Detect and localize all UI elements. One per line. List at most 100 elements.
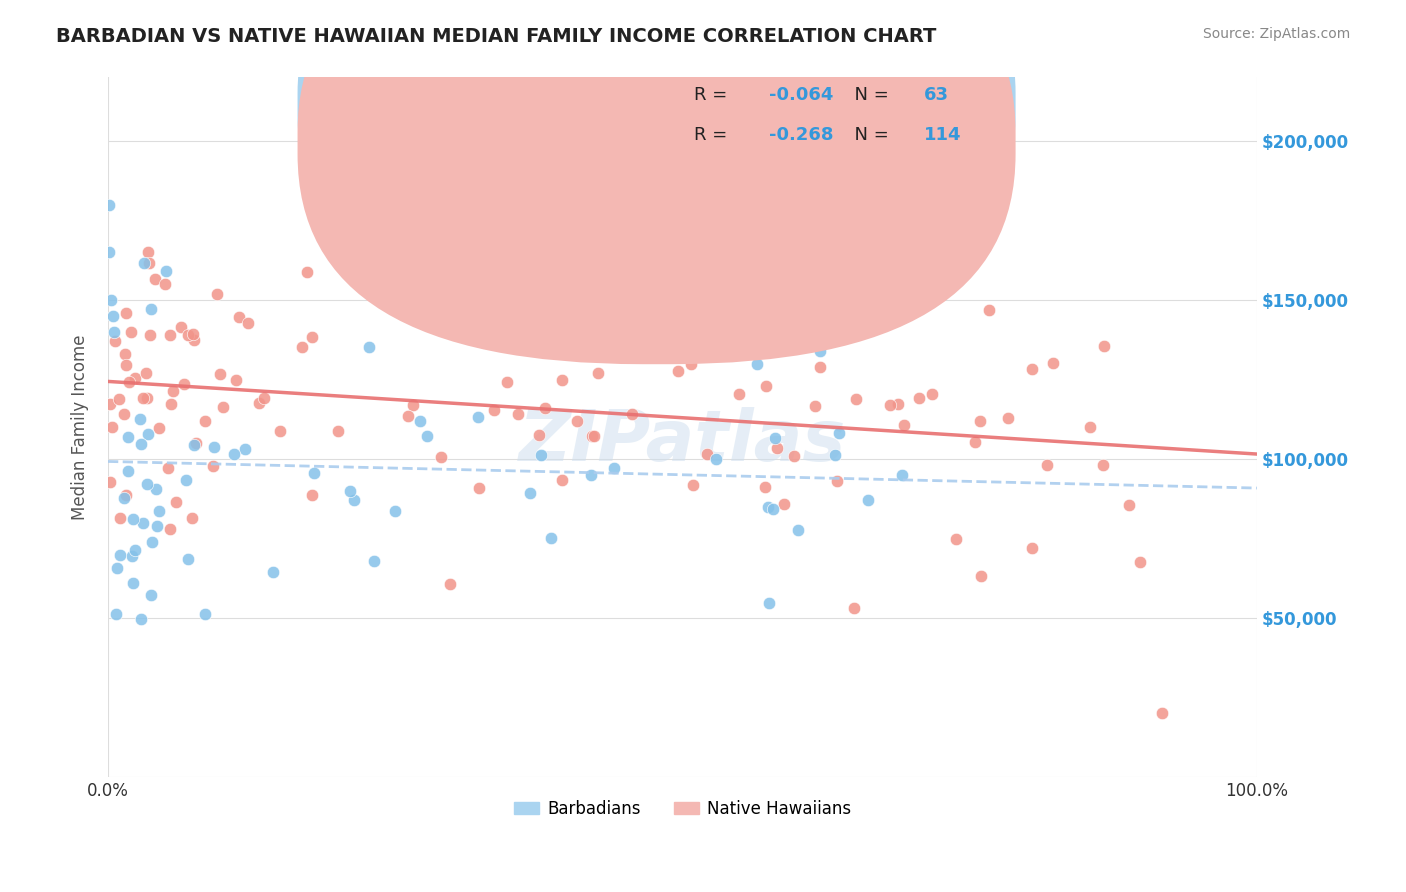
Barbadians	[235, 442, 257, 457]
Barbadians	[745, 357, 768, 371]
Native Hawaiians	[1129, 555, 1152, 569]
Native Hawaiians	[183, 334, 205, 348]
Barbadians	[141, 301, 163, 316]
Barbadians	[357, 340, 380, 354]
Native Hawaiians	[155, 277, 177, 291]
Barbadians	[103, 325, 125, 339]
Native Hawaiians	[1150, 706, 1173, 721]
Native Hawaiians	[540, 315, 562, 329]
Native Hawaiians	[173, 377, 195, 392]
Native Hawaiians	[766, 442, 789, 456]
Native Hawaiians	[110, 511, 132, 525]
Native Hawaiians	[160, 397, 183, 411]
Native Hawaiians	[1118, 498, 1140, 512]
Text: BARBADIAN VS NATIVE HAWAIIAN MEDIAN FAMILY INCOME CORRELATION CHART: BARBADIAN VS NATIVE HAWAIIAN MEDIAN FAMI…	[56, 27, 936, 45]
Native Hawaiians	[583, 429, 606, 443]
Native Hawaiians	[695, 447, 717, 461]
Native Hawaiians	[839, 326, 862, 340]
Native Hawaiians	[574, 327, 596, 342]
Native Hawaiians	[970, 568, 993, 582]
Y-axis label: Median Family Income: Median Family Income	[72, 334, 89, 520]
Native Hawaiians	[681, 357, 703, 371]
Native Hawaiians	[165, 495, 187, 509]
Barbadians	[762, 502, 785, 516]
Native Hawaiians	[772, 497, 794, 511]
Native Hawaiians	[208, 368, 231, 382]
Native Hawaiians	[120, 325, 142, 339]
Barbadians	[148, 504, 170, 518]
Barbadians	[756, 500, 779, 514]
Barbadians	[104, 607, 127, 621]
Native Hawaiians	[728, 289, 751, 303]
Native Hawaiians	[225, 373, 247, 387]
Barbadians	[363, 554, 385, 568]
Native Hawaiians	[621, 407, 644, 421]
Text: ZIPatlas: ZIPatlas	[519, 407, 846, 475]
Native Hawaiians	[908, 392, 931, 406]
Native Hawaiians	[446, 306, 468, 320]
Barbadians	[121, 549, 143, 563]
Native Hawaiians	[804, 399, 827, 413]
Barbadians	[141, 535, 163, 549]
Barbadians	[136, 427, 159, 442]
Barbadians	[129, 612, 152, 626]
Native Hawaiians	[482, 402, 505, 417]
Native Hawaiians	[506, 408, 529, 422]
Native Hawaiians	[945, 532, 967, 546]
FancyBboxPatch shape	[619, 63, 1010, 169]
Native Hawaiians	[879, 399, 901, 413]
Native Hawaiians	[1042, 356, 1064, 370]
Barbadians	[891, 468, 914, 483]
Native Hawaiians	[139, 328, 162, 343]
Native Hawaiians	[101, 420, 124, 434]
Barbadians	[224, 447, 246, 461]
Barbadians	[155, 264, 177, 278]
Native Hawaiians	[138, 256, 160, 270]
Barbadians	[786, 523, 808, 537]
Native Hawaiians	[581, 428, 603, 442]
Legend: Barbadians, Native Hawaiians: Barbadians, Native Hawaiians	[508, 793, 858, 824]
Native Hawaiians	[565, 414, 588, 428]
Text: N =: N =	[844, 126, 894, 144]
Native Hawaiians	[439, 577, 461, 591]
Barbadians	[339, 484, 361, 499]
Native Hawaiians	[301, 330, 323, 344]
Barbadians	[194, 607, 217, 621]
Native Hawaiians	[887, 397, 910, 411]
Native Hawaiians	[112, 408, 135, 422]
Barbadians	[579, 467, 602, 482]
Barbadians	[121, 512, 143, 526]
Native Hawaiians	[1035, 458, 1057, 473]
Barbadians	[128, 411, 150, 425]
Barbadians	[416, 429, 439, 443]
Native Hawaiians	[551, 473, 574, 487]
Barbadians	[828, 425, 851, 440]
Native Hawaiians	[124, 371, 146, 385]
Barbadians	[467, 409, 489, 424]
Native Hawaiians	[977, 303, 1000, 318]
Native Hawaiians	[170, 320, 193, 334]
Barbadians	[409, 414, 432, 428]
Native Hawaiians	[1092, 458, 1115, 473]
Barbadians	[603, 461, 626, 475]
Native Hawaiians	[1078, 420, 1101, 434]
Native Hawaiians	[825, 475, 848, 489]
Barbadians	[202, 440, 225, 454]
Barbadians	[177, 552, 200, 566]
Native Hawaiians	[893, 417, 915, 432]
Barbadians	[384, 503, 406, 517]
Text: -0.268: -0.268	[769, 126, 834, 144]
Text: -0.064: -0.064	[769, 86, 832, 104]
Native Hawaiians	[496, 375, 519, 389]
Native Hawaiians	[115, 306, 138, 320]
Native Hawaiians	[728, 387, 751, 401]
Barbadians	[146, 519, 169, 533]
Barbadians	[135, 477, 157, 491]
Native Hawaiians	[148, 421, 170, 435]
Barbadians	[262, 565, 284, 579]
Native Hawaiians	[969, 414, 991, 428]
Native Hawaiians	[115, 488, 138, 502]
Barbadians	[121, 576, 143, 591]
Barbadians	[704, 452, 727, 467]
Native Hawaiians	[396, 409, 419, 423]
